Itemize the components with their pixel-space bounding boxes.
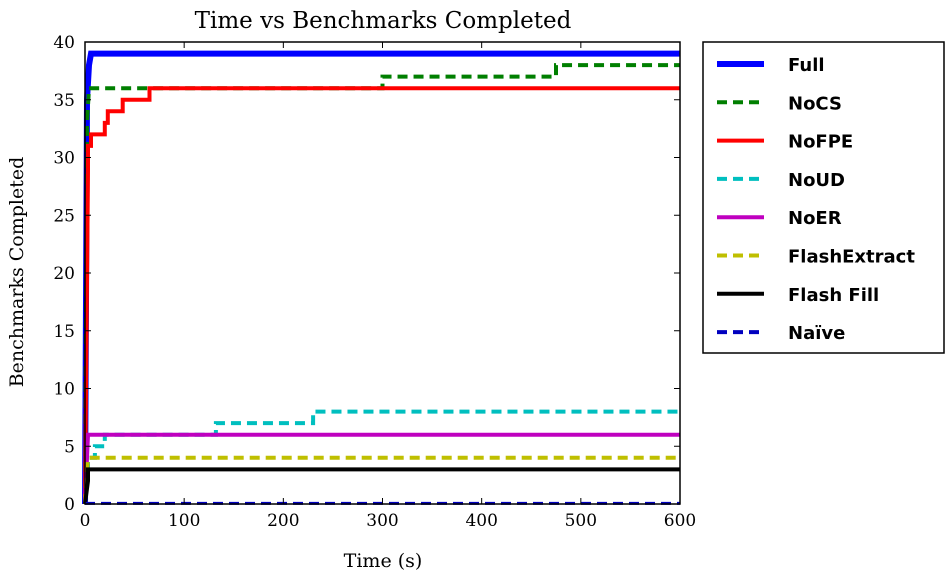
- chart-title: Time vs Benchmarks Completed: [195, 8, 572, 34]
- legend-label: NoFPE: [788, 132, 853, 153]
- x-tick-label: 500: [565, 511, 597, 531]
- y-tick-label: 10: [53, 380, 75, 400]
- y-tick-label: 40: [53, 33, 75, 53]
- ticks-layer: 0 100 200 300 400 500 600 0 5 10 15 20 25 30 35 40: [53, 33, 696, 531]
- y-tick-label: 35: [53, 91, 75, 111]
- legend-box: [702, 41, 945, 354]
- series-line-nocs: [83, 63, 680, 505]
- x-tick-label: 200: [267, 511, 299, 531]
- y-tick-label: 30: [53, 149, 75, 169]
- y-tick-label: 20: [53, 264, 75, 284]
- legend-label: Flash Fill: [788, 285, 879, 306]
- series-layer: [82, 50, 680, 505]
- x-tick-label: 300: [366, 511, 398, 531]
- x-tick-label: 0: [80, 511, 91, 531]
- x-axis-title: Time (s): [344, 550, 423, 572]
- legend-label: NoER: [788, 208, 842, 229]
- legend-label: NoUD: [788, 170, 845, 191]
- legend-label: Full: [788, 55, 825, 76]
- y-tick-label: 0: [64, 495, 75, 515]
- x-tick-label: 100: [168, 511, 200, 531]
- legend-entries: Full NoCS NoFPE NoUD NoER FlashExtract Flash F…: [717, 55, 915, 344]
- y-tick-label: 5: [64, 437, 75, 457]
- y-tick-label: 15: [53, 322, 75, 342]
- series-line-flash-fill: [83, 467, 680, 505]
- legend: Full NoCS NoFPE NoUD NoER FlashExtract Flash F…: [702, 41, 945, 354]
- series-line-flashextract: [83, 455, 680, 505]
- legend-label: FlashExtract: [788, 247, 915, 268]
- y-axis-title: Benchmarks Completed: [6, 157, 28, 388]
- x-tick-label: 600: [664, 511, 696, 531]
- series-line-nofpe: [83, 86, 680, 505]
- x-tick-label: 400: [465, 511, 497, 531]
- legend-label: NoCS: [788, 93, 842, 114]
- series-line-noud: [83, 409, 680, 505]
- legend-label: Naïve: [788, 323, 845, 344]
- y-tick-label: 25: [53, 206, 75, 226]
